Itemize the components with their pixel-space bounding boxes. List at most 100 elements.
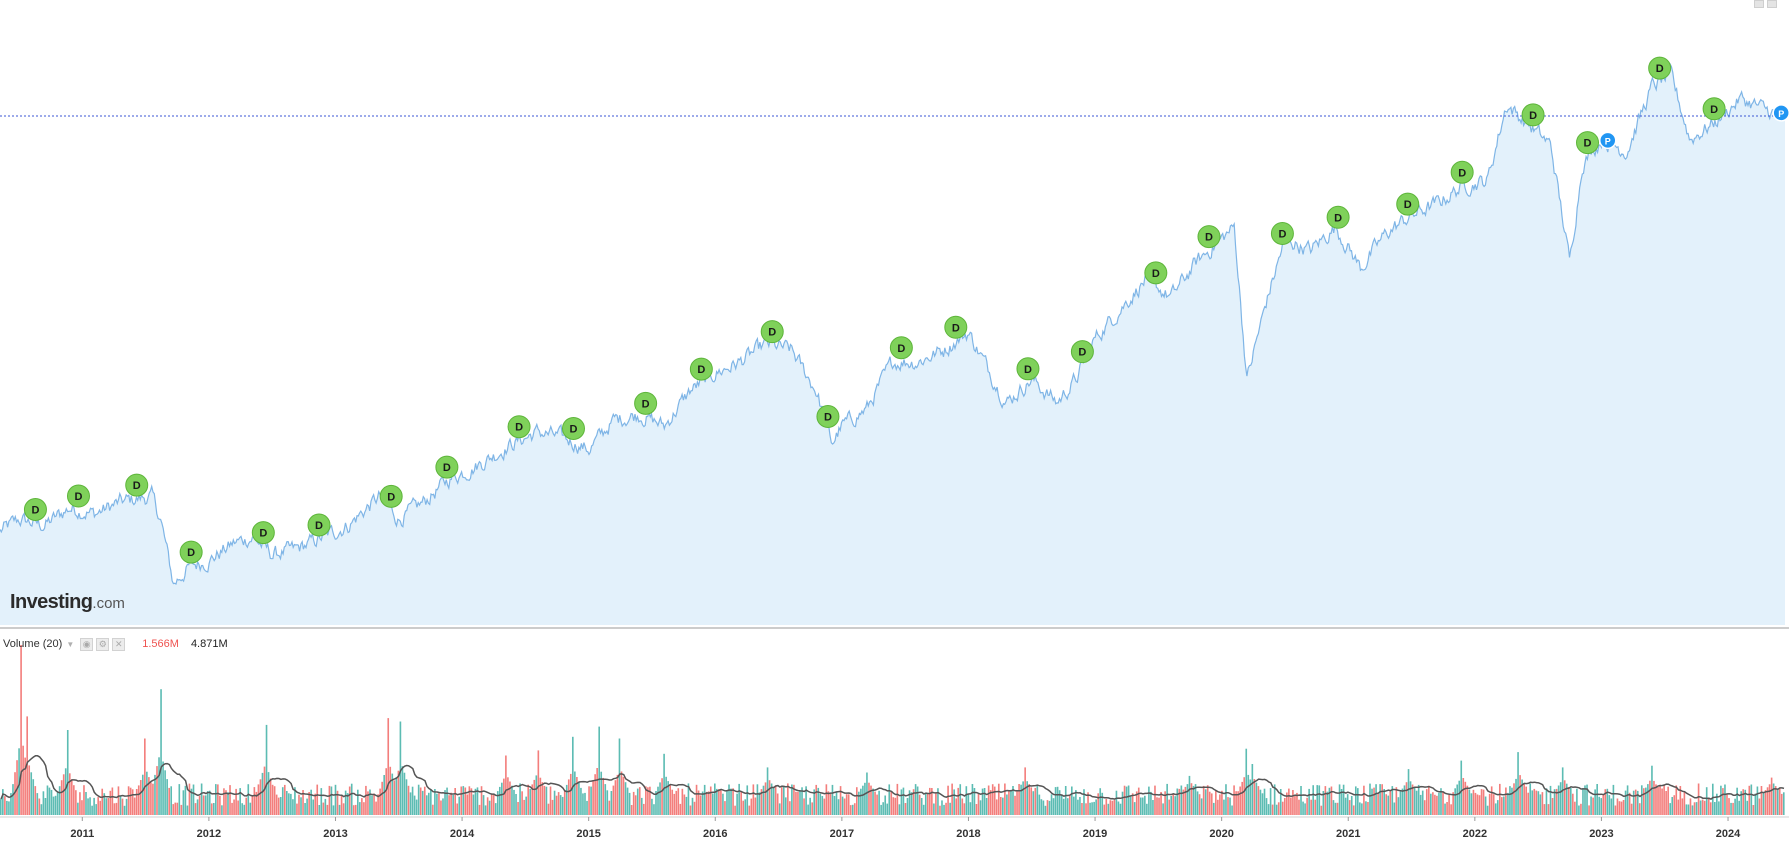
volume-bar bbox=[912, 789, 915, 815]
volume-bar bbox=[525, 796, 527, 815]
dividend-marker[interactable]: D bbox=[1521, 103, 1545, 127]
dividend-marker[interactable]: D bbox=[379, 484, 403, 508]
volume-bar bbox=[890, 791, 893, 815]
dividend-marker[interactable]: D bbox=[1197, 225, 1221, 249]
volume-bar bbox=[858, 791, 860, 815]
volume-bar bbox=[359, 802, 361, 815]
volume-bar bbox=[281, 787, 284, 815]
volume-bar bbox=[279, 797, 282, 815]
dividend-marker[interactable]: D bbox=[889, 336, 913, 360]
volume-bar bbox=[1720, 785, 1722, 815]
volume-bar bbox=[68, 773, 71, 815]
volume-bar bbox=[1539, 794, 1542, 815]
volume-bar bbox=[1058, 790, 1061, 815]
dividend-marker[interactable]: D bbox=[1396, 192, 1420, 216]
dividend-marker[interactable]: D bbox=[1648, 56, 1672, 80]
volume-bar bbox=[1204, 789, 1207, 815]
dividend-marker[interactable]: D bbox=[1070, 340, 1094, 364]
volume-bar bbox=[1239, 786, 1241, 815]
volume-value-red: 1.566M bbox=[142, 638, 179, 650]
dividend-marker[interactable]: D bbox=[561, 416, 585, 440]
dividend-marker[interactable]: D bbox=[23, 498, 47, 522]
dividend-marker[interactable]: D bbox=[1576, 131, 1600, 155]
x-tick-label: 2023 bbox=[1589, 828, 1613, 840]
dividend-marker[interactable]: D bbox=[1270, 221, 1294, 245]
dividend-marker[interactable]: D bbox=[307, 513, 331, 537]
volume-bar bbox=[529, 789, 532, 815]
volume-bar bbox=[1194, 784, 1197, 815]
volume-bar bbox=[1164, 791, 1166, 815]
dividend-marker[interactable]: D bbox=[816, 404, 840, 428]
volume-bar bbox=[679, 803, 682, 815]
volume-bar bbox=[1168, 799, 1170, 815]
volume-bar bbox=[1545, 788, 1548, 815]
volume-dropdown-icon[interactable]: ▼ bbox=[66, 639, 75, 649]
volume-bar bbox=[752, 784, 755, 815]
dividend-marker[interactable]: D bbox=[634, 391, 658, 415]
dividend-marker[interactable]: D bbox=[1450, 160, 1474, 184]
volume-bar bbox=[401, 766, 404, 815]
volume-bar bbox=[472, 794, 475, 815]
volume-bar bbox=[600, 771, 603, 815]
dividend-marker[interactable]: D bbox=[689, 357, 713, 381]
volume-bar bbox=[6, 800, 8, 815]
volume-bar bbox=[1446, 802, 1448, 815]
volume-bar bbox=[115, 802, 118, 815]
volume-bar bbox=[1492, 794, 1495, 815]
volume-bar bbox=[1456, 784, 1459, 815]
volume-bar bbox=[1393, 802, 1396, 815]
split-marker[interactable]: P bbox=[1772, 104, 1789, 122]
volume-bar bbox=[673, 793, 676, 815]
volume-bar bbox=[805, 786, 807, 815]
volume-bar bbox=[687, 783, 690, 815]
volume-bar bbox=[1423, 800, 1426, 815]
volume-bar bbox=[450, 792, 452, 815]
dividend-marker[interactable]: D bbox=[1016, 357, 1040, 381]
dividend-marker[interactable]: D bbox=[1326, 205, 1350, 229]
volume-bar bbox=[1334, 802, 1337, 815]
volume-bar bbox=[188, 783, 191, 815]
volume-bar bbox=[1496, 800, 1499, 815]
volume-bar bbox=[164, 770, 166, 815]
panel-scroll-left-button[interactable] bbox=[1754, 0, 1764, 8]
split-marker[interactable]: P bbox=[1599, 131, 1617, 150]
volume-bar bbox=[1671, 797, 1674, 815]
volume-bar bbox=[778, 803, 781, 815]
dividend-marker[interactable]: D bbox=[760, 320, 784, 344]
volume-bar bbox=[549, 786, 552, 815]
dividend-marker[interactable]: D bbox=[66, 484, 90, 508]
panel-scroll-right-button[interactable] bbox=[1767, 0, 1777, 8]
volume-bar bbox=[1188, 775, 1191, 815]
dividend-marker[interactable]: D bbox=[179, 540, 203, 564]
volume-bar bbox=[1237, 791, 1239, 815]
volume-bar bbox=[1752, 805, 1755, 815]
volume-bar bbox=[456, 803, 459, 815]
dividend-marker[interactable]: D bbox=[1702, 97, 1726, 121]
remove-indicator-icon[interactable]: ✕ bbox=[112, 637, 126, 651]
dividend-marker[interactable]: D bbox=[944, 315, 968, 339]
volume-title[interactable]: Volume (20) bbox=[3, 638, 63, 650]
dividend-marker[interactable]: D bbox=[507, 415, 531, 439]
marker-label: D bbox=[133, 480, 141, 492]
dividend-marker[interactable]: D bbox=[125, 473, 149, 497]
volume-bar bbox=[602, 777, 605, 815]
marker-label: D bbox=[387, 491, 395, 503]
volume-bar bbox=[900, 789, 903, 815]
hide-indicator-icon[interactable]: ◉ bbox=[80, 637, 94, 651]
volume-bar bbox=[693, 801, 696, 815]
volume-bar bbox=[1466, 785, 1469, 815]
volume-bar bbox=[70, 779, 73, 815]
dividend-marker[interactable]: D bbox=[435, 455, 459, 479]
volume-bar bbox=[168, 787, 170, 815]
dividend-marker[interactable]: D bbox=[251, 521, 275, 545]
settings-icon[interactable]: ⚙ bbox=[96, 637, 110, 651]
volume-bar bbox=[1046, 800, 1049, 815]
volume-bar bbox=[227, 792, 229, 815]
volume-bar bbox=[1521, 779, 1523, 815]
dividend-marker[interactable]: D bbox=[1144, 261, 1168, 285]
volume-bar bbox=[1740, 791, 1742, 815]
volume-bar bbox=[665, 776, 667, 815]
volume-bar bbox=[813, 789, 816, 815]
volume-bar bbox=[933, 803, 935, 815]
volume-bar bbox=[73, 785, 75, 815]
